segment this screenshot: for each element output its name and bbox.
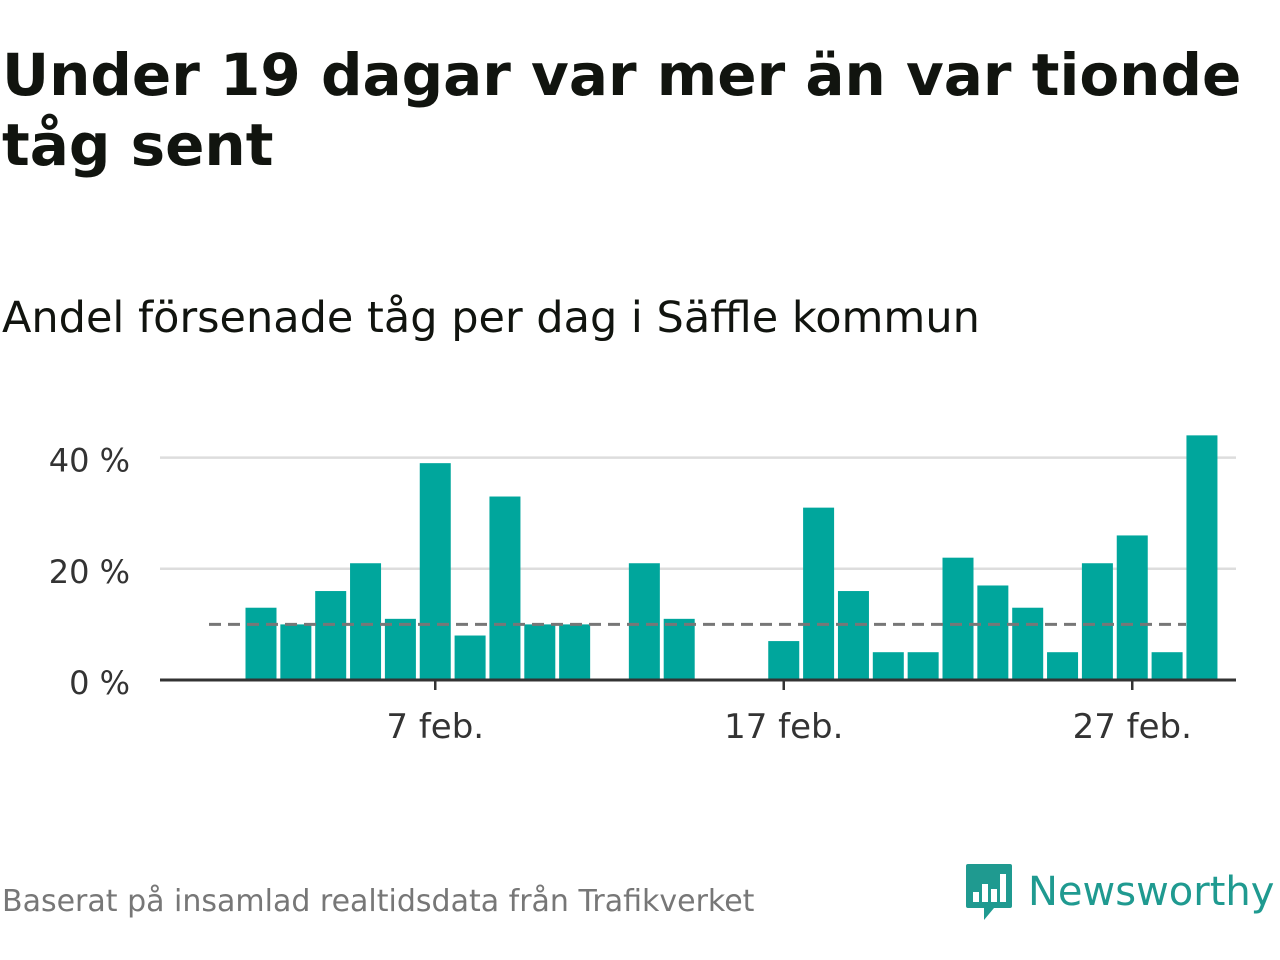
bar bbox=[1012, 607, 1044, 680]
x-axis: 7 feb. 17 feb. 27 feb. bbox=[160, 678, 1236, 747]
bar bbox=[384, 618, 416, 680]
x-tick-label: 7 feb. bbox=[386, 707, 484, 747]
source-note: Baserat på insamlad realtidsdata från Tr… bbox=[2, 884, 755, 919]
newsworthy-logo-icon bbox=[966, 864, 1012, 920]
chart-subtitle: Andel försenade tåg per dag i Säffle kom… bbox=[2, 293, 980, 343]
chart-title: Under 19 dagar var mer än var tionde tåg… bbox=[2, 41, 1242, 179]
bar bbox=[245, 607, 277, 680]
bar bbox=[454, 635, 486, 680]
brand-name: Newsworthy bbox=[1028, 869, 1275, 915]
bar bbox=[768, 641, 800, 680]
bar bbox=[942, 557, 974, 680]
bar bbox=[907, 652, 939, 680]
bar bbox=[663, 618, 695, 680]
bar bbox=[628, 563, 660, 680]
grid-lines bbox=[160, 456, 1236, 571]
bars bbox=[245, 435, 1218, 680]
bar bbox=[1047, 652, 1079, 680]
brand-logo: Newsworthy bbox=[964, 862, 1274, 922]
y-tick-label: 20 % bbox=[49, 553, 130, 591]
bar bbox=[559, 624, 591, 680]
bar bbox=[280, 624, 312, 680]
y-tick-label: 40 % bbox=[49, 442, 130, 480]
bar bbox=[350, 563, 382, 680]
bar bbox=[872, 652, 904, 680]
bar bbox=[1081, 563, 1113, 680]
y-tick-label: 0 % bbox=[69, 664, 130, 702]
bar-chart: 0 % 20 % 40 % 7 feb. 17 feb. 27 feb. bbox=[49, 435, 1236, 747]
bar bbox=[315, 591, 347, 680]
bar bbox=[803, 507, 835, 680]
x-tick-label: 17 feb. bbox=[724, 707, 843, 747]
bar bbox=[837, 591, 869, 680]
bar bbox=[1186, 435, 1218, 680]
bar bbox=[489, 496, 521, 680]
bar bbox=[1116, 535, 1148, 680]
bar bbox=[419, 463, 451, 680]
bar bbox=[977, 585, 1009, 680]
y-tick-labels: 0 % 20 % 40 % bbox=[49, 442, 130, 702]
bar bbox=[524, 624, 556, 680]
x-tick-label: 27 feb. bbox=[1073, 707, 1192, 747]
bar bbox=[1151, 652, 1183, 680]
